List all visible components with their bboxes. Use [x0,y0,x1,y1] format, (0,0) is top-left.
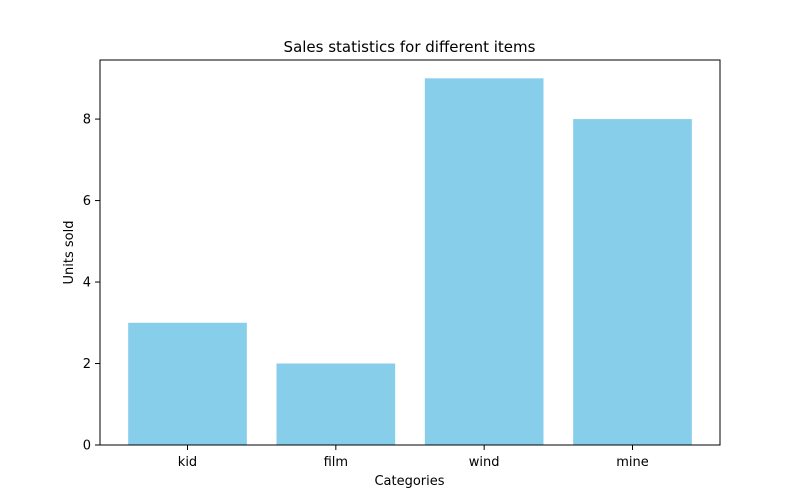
y-tick-label: 4 [83,276,91,291]
y-tick-label: 0 [83,439,91,454]
x-axis-title: Categories [374,474,444,489]
y-tick-label: 2 [83,357,91,372]
y-axis-ticks: 0 2 4 6 8 [83,113,100,454]
x-axis-ticks: kid film wind mine [178,445,649,470]
y-tick-label: 6 [83,194,91,209]
bar-wind [424,78,544,445]
y-tick-label: 8 [83,113,91,128]
bar-mine [573,119,692,446]
y-axis-title: Units sold [62,221,77,285]
x-tick-label: wind [469,455,500,470]
bar-kid [128,322,247,445]
plot-frame [99,59,721,446]
x-tick-label: kid [178,455,197,470]
x-tick-label: film [324,455,348,470]
bar-film [276,363,396,445]
bars-group [128,78,692,446]
chart-title: Sales statistics for different items [284,38,536,56]
x-tick-label: mine [616,455,649,470]
